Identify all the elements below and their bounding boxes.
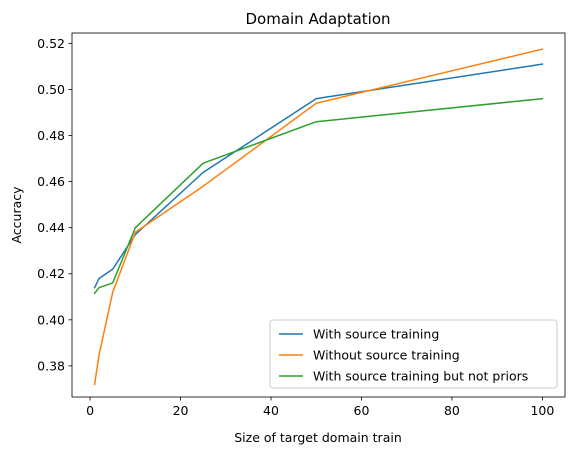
- y-tick-label: 0.50: [37, 82, 65, 97]
- y-tick-label: 0.44: [37, 220, 65, 235]
- x-axis: 0 20 40 60 80 100: [86, 397, 554, 418]
- x-tick-label: 60: [354, 403, 370, 418]
- x-tick-label: 80: [444, 403, 460, 418]
- y-tick-label: 0.38: [37, 358, 65, 373]
- x-tick-label: 40: [263, 403, 279, 418]
- series-line-1: [93, 63, 544, 289]
- y-tick-label: 0.52: [37, 36, 65, 51]
- y-tick-label: 0.42: [37, 266, 65, 281]
- chart-title: Domain Adaptation: [245, 10, 390, 28]
- y-tick-label: 0.48: [37, 128, 65, 143]
- legend-box: [269, 319, 558, 389]
- y-axis: 0.38 0.40 0.42 0.44 0.46 0.48 0.50 0.52: [37, 36, 72, 373]
- legend-label-3: With source training but not priors: [313, 369, 528, 384]
- y-axis-label: Accuracy: [9, 186, 24, 244]
- x-tick-label: 100: [530, 403, 554, 418]
- axes-layer: [71, 32, 566, 398]
- x-tick-label: 20: [173, 403, 189, 418]
- legend-label-1: With source training: [313, 327, 439, 342]
- plot-frame: [71, 32, 566, 398]
- series-line-2: [93, 48, 544, 386]
- series-layer: [93, 48, 544, 386]
- x-axis-label: Size of target domain train: [234, 430, 402, 445]
- x-tick-label: 0: [86, 403, 94, 418]
- y-tick-label: 0.46: [37, 174, 65, 189]
- series-line-3: [93, 97, 544, 295]
- legend-label-2: Without source training: [313, 348, 460, 363]
- legend: With source training Without source train…: [269, 319, 558, 389]
- y-tick-label: 0.40: [37, 312, 65, 327]
